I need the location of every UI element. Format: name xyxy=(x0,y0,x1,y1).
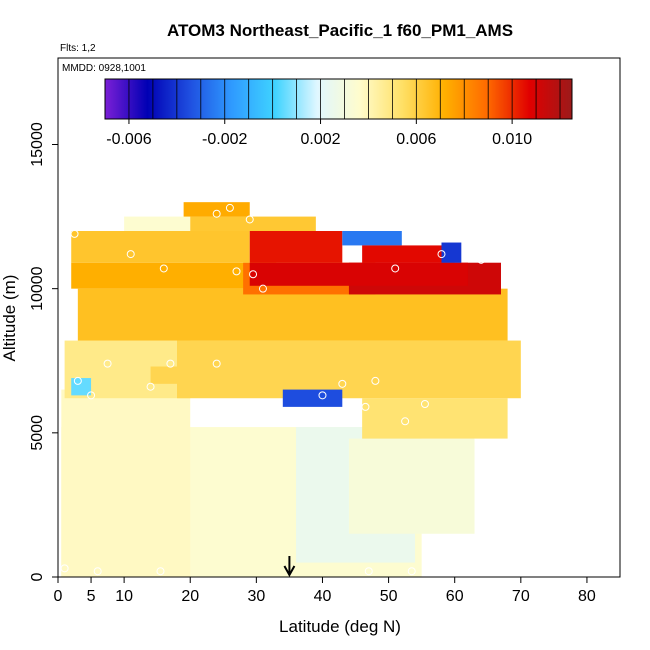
x-tick-label: 5 xyxy=(87,588,96,605)
heatmap-cell xyxy=(282,389,343,407)
heatmap-cell xyxy=(71,231,250,263)
x-tick-label: 0 xyxy=(54,588,63,605)
sample-point-marker xyxy=(258,284,267,293)
heatmap-cell xyxy=(124,216,191,231)
colorbar-tick-label: -0.006 xyxy=(106,131,151,148)
sample-point-marker xyxy=(245,215,254,224)
heatmap-cell xyxy=(441,242,462,263)
sample-point-marker xyxy=(463,252,472,261)
heatmap-cell xyxy=(342,231,402,246)
flights-label: Flts: 1,2 xyxy=(60,43,96,54)
sample-point-marker xyxy=(407,567,416,576)
colorbar-tick-label: -0.002 xyxy=(202,131,247,148)
y-tick-label: 0 xyxy=(29,572,46,581)
sample-point-marker xyxy=(146,382,155,391)
heatmap-cell xyxy=(183,202,250,217)
colorbar-tick-label: 0.010 xyxy=(492,131,532,148)
x-axis-label: Latitude (deg N) xyxy=(279,617,401,636)
plot-frame xyxy=(57,57,621,578)
x-tick-label: 70 xyxy=(512,588,530,605)
colorbar-tick-label: 0.006 xyxy=(396,131,436,148)
sample-point-marker xyxy=(103,359,112,368)
y-axis: 0 5000 10000 15000 xyxy=(29,122,58,581)
sample-point-marker xyxy=(212,209,221,218)
colorbar: -0.006 -0.002 0.002 0.006 0.010 xyxy=(104,78,573,148)
heatmap-cells xyxy=(61,202,521,577)
heatmap-cell xyxy=(362,245,455,263)
heatmap-cell xyxy=(150,366,455,384)
heatmap-cell xyxy=(71,378,92,396)
heatmap-cell xyxy=(249,231,343,263)
heatmap-cell xyxy=(77,288,508,341)
sample-point-marker xyxy=(93,567,102,576)
chart-title: ATOM3 Northeast_Pacific_1 f60_PM1_AMS xyxy=(167,21,513,40)
sample-point-marker xyxy=(249,270,258,279)
sample-point-marker xyxy=(87,391,96,400)
sample-points xyxy=(60,203,486,576)
sample-point-marker xyxy=(166,359,175,368)
sample-point-marker xyxy=(391,264,400,273)
x-axis: 0 5 10 20 30 40 50 60 70 80 xyxy=(54,577,596,605)
sample-point-marker xyxy=(437,250,446,259)
sample-point-marker xyxy=(361,402,370,411)
sample-point-marker xyxy=(371,376,380,385)
colorbar-swatch xyxy=(104,78,573,120)
sample-point-marker xyxy=(401,417,410,426)
sample-point-marker xyxy=(338,379,347,388)
heatmap-cell xyxy=(362,398,508,439)
latitude-arrow xyxy=(283,556,296,578)
sample-point-marker xyxy=(60,564,69,573)
heatmap-cell xyxy=(190,216,316,231)
colorbar-tick-label: 0.002 xyxy=(301,131,341,148)
sample-point-marker xyxy=(420,400,429,408)
x-tick-label: 10 xyxy=(115,588,133,605)
x-tick-label: 30 xyxy=(247,588,265,605)
y-tick-label: 15000 xyxy=(29,122,46,167)
sample-point-marker xyxy=(364,567,373,576)
heatmap-cell xyxy=(249,262,468,286)
y-tick-label: 10000 xyxy=(29,266,46,311)
x-tick-label: 60 xyxy=(446,588,464,605)
x-tick-label: 50 xyxy=(380,588,398,605)
heatmap-cell xyxy=(61,389,191,577)
sample-point-marker xyxy=(126,250,135,259)
sample-point-marker xyxy=(232,267,241,276)
sample-point-marker xyxy=(70,229,79,238)
y-tick-label: 5000 xyxy=(29,415,46,451)
sample-point-marker xyxy=(318,391,327,400)
dates-label: MMDD: 0928,1001 xyxy=(62,63,146,74)
heatmap-cell xyxy=(348,438,475,534)
x-tick-label: 40 xyxy=(314,588,332,605)
sample-point-marker xyxy=(477,255,486,264)
sample-point-marker xyxy=(73,376,82,385)
heatmap-cell xyxy=(71,262,277,289)
y-axis-label: Altitude (m) xyxy=(0,275,19,362)
sample-point-marker xyxy=(212,359,221,368)
arrow-head xyxy=(283,565,296,578)
x-tick-label: 80 xyxy=(578,588,596,605)
sample-point-marker xyxy=(159,264,168,273)
sample-point-marker xyxy=(156,567,165,576)
sample-point-marker xyxy=(225,203,234,212)
x-tick-label: 20 xyxy=(181,588,199,605)
